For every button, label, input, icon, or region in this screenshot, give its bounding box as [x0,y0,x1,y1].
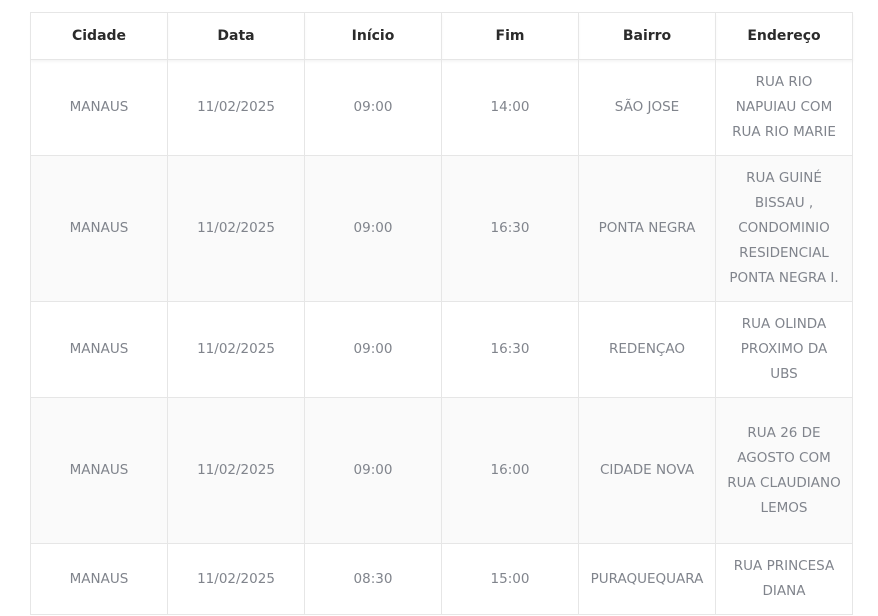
header-data: Data [167,12,305,60]
cell-bairro: PURAQUEQUARA [578,543,716,615]
cell-cidade: MANAUS [30,397,168,544]
cell-bairro: PONTA NEGRA [578,155,716,302]
cell-cidade: MANAUS [30,59,168,156]
cell-endereco: RUA PRINCESA DIANA [715,543,853,615]
cell-endereco: RUA 26 DE AGOSTO COM RUA CLAUDIANO LEMOS [715,397,853,544]
header-cidade: Cidade [30,12,168,60]
header-fim: Fim [441,12,579,60]
cell-fim: 15:00 [441,543,579,615]
cell-cidade: MANAUS [30,543,168,615]
table-row: MANAUS 11/02/2025 09:00 16:30 PONTA NEGR… [30,155,853,302]
cell-bairro: REDENÇAO [578,301,716,398]
schedule-table: Cidade Data Início Fim Bairro Endereço M… [30,12,853,615]
cell-inicio: 09:00 [304,155,442,302]
cell-endereco: RUA RIO NAPUIAU COM RUA RIO MARIE [715,59,853,156]
cell-endereco: RUA GUINÉ BISSAU , CONDOMINIO RESIDENCIA… [715,155,853,302]
cell-cidade: MANAUS [30,155,168,302]
cell-inicio: 09:00 [304,59,442,156]
table-row: MANAUS 11/02/2025 08:30 15:00 PURAQUEQUA… [30,543,853,615]
table-row: MANAUS 11/02/2025 09:00 14:00 SÃO JOSE R… [30,59,853,156]
cell-data: 11/02/2025 [167,543,305,615]
cell-data: 11/02/2025 [167,59,305,156]
cell-fim: 16:30 [441,155,579,302]
header-endereco: Endereço [715,12,853,60]
cell-data: 11/02/2025 [167,397,305,544]
cell-inicio: 08:30 [304,543,442,615]
cell-data: 11/02/2025 [167,155,305,302]
cell-fim: 16:00 [441,397,579,544]
cell-inicio: 09:00 [304,397,442,544]
cell-bairro: SÃO JOSE [578,59,716,156]
cell-data: 11/02/2025 [167,301,305,398]
cell-endereco: RUA OLINDA PROXIMO DA UBS [715,301,853,398]
header-bairro: Bairro [578,12,716,60]
cell-bairro: CIDADE NOVA [578,397,716,544]
header-row: Cidade Data Início Fim Bairro Endereço [30,12,853,60]
cell-inicio: 09:00 [304,301,442,398]
header-inicio: Início [304,12,442,60]
cell-cidade: MANAUS [30,301,168,398]
cell-fim: 14:00 [441,59,579,156]
cell-fim: 16:30 [441,301,579,398]
table-row: MANAUS 11/02/2025 09:00 16:30 REDENÇAO R… [30,301,853,398]
table-row: MANAUS 11/02/2025 09:00 16:00 CIDADE NOV… [30,397,853,544]
